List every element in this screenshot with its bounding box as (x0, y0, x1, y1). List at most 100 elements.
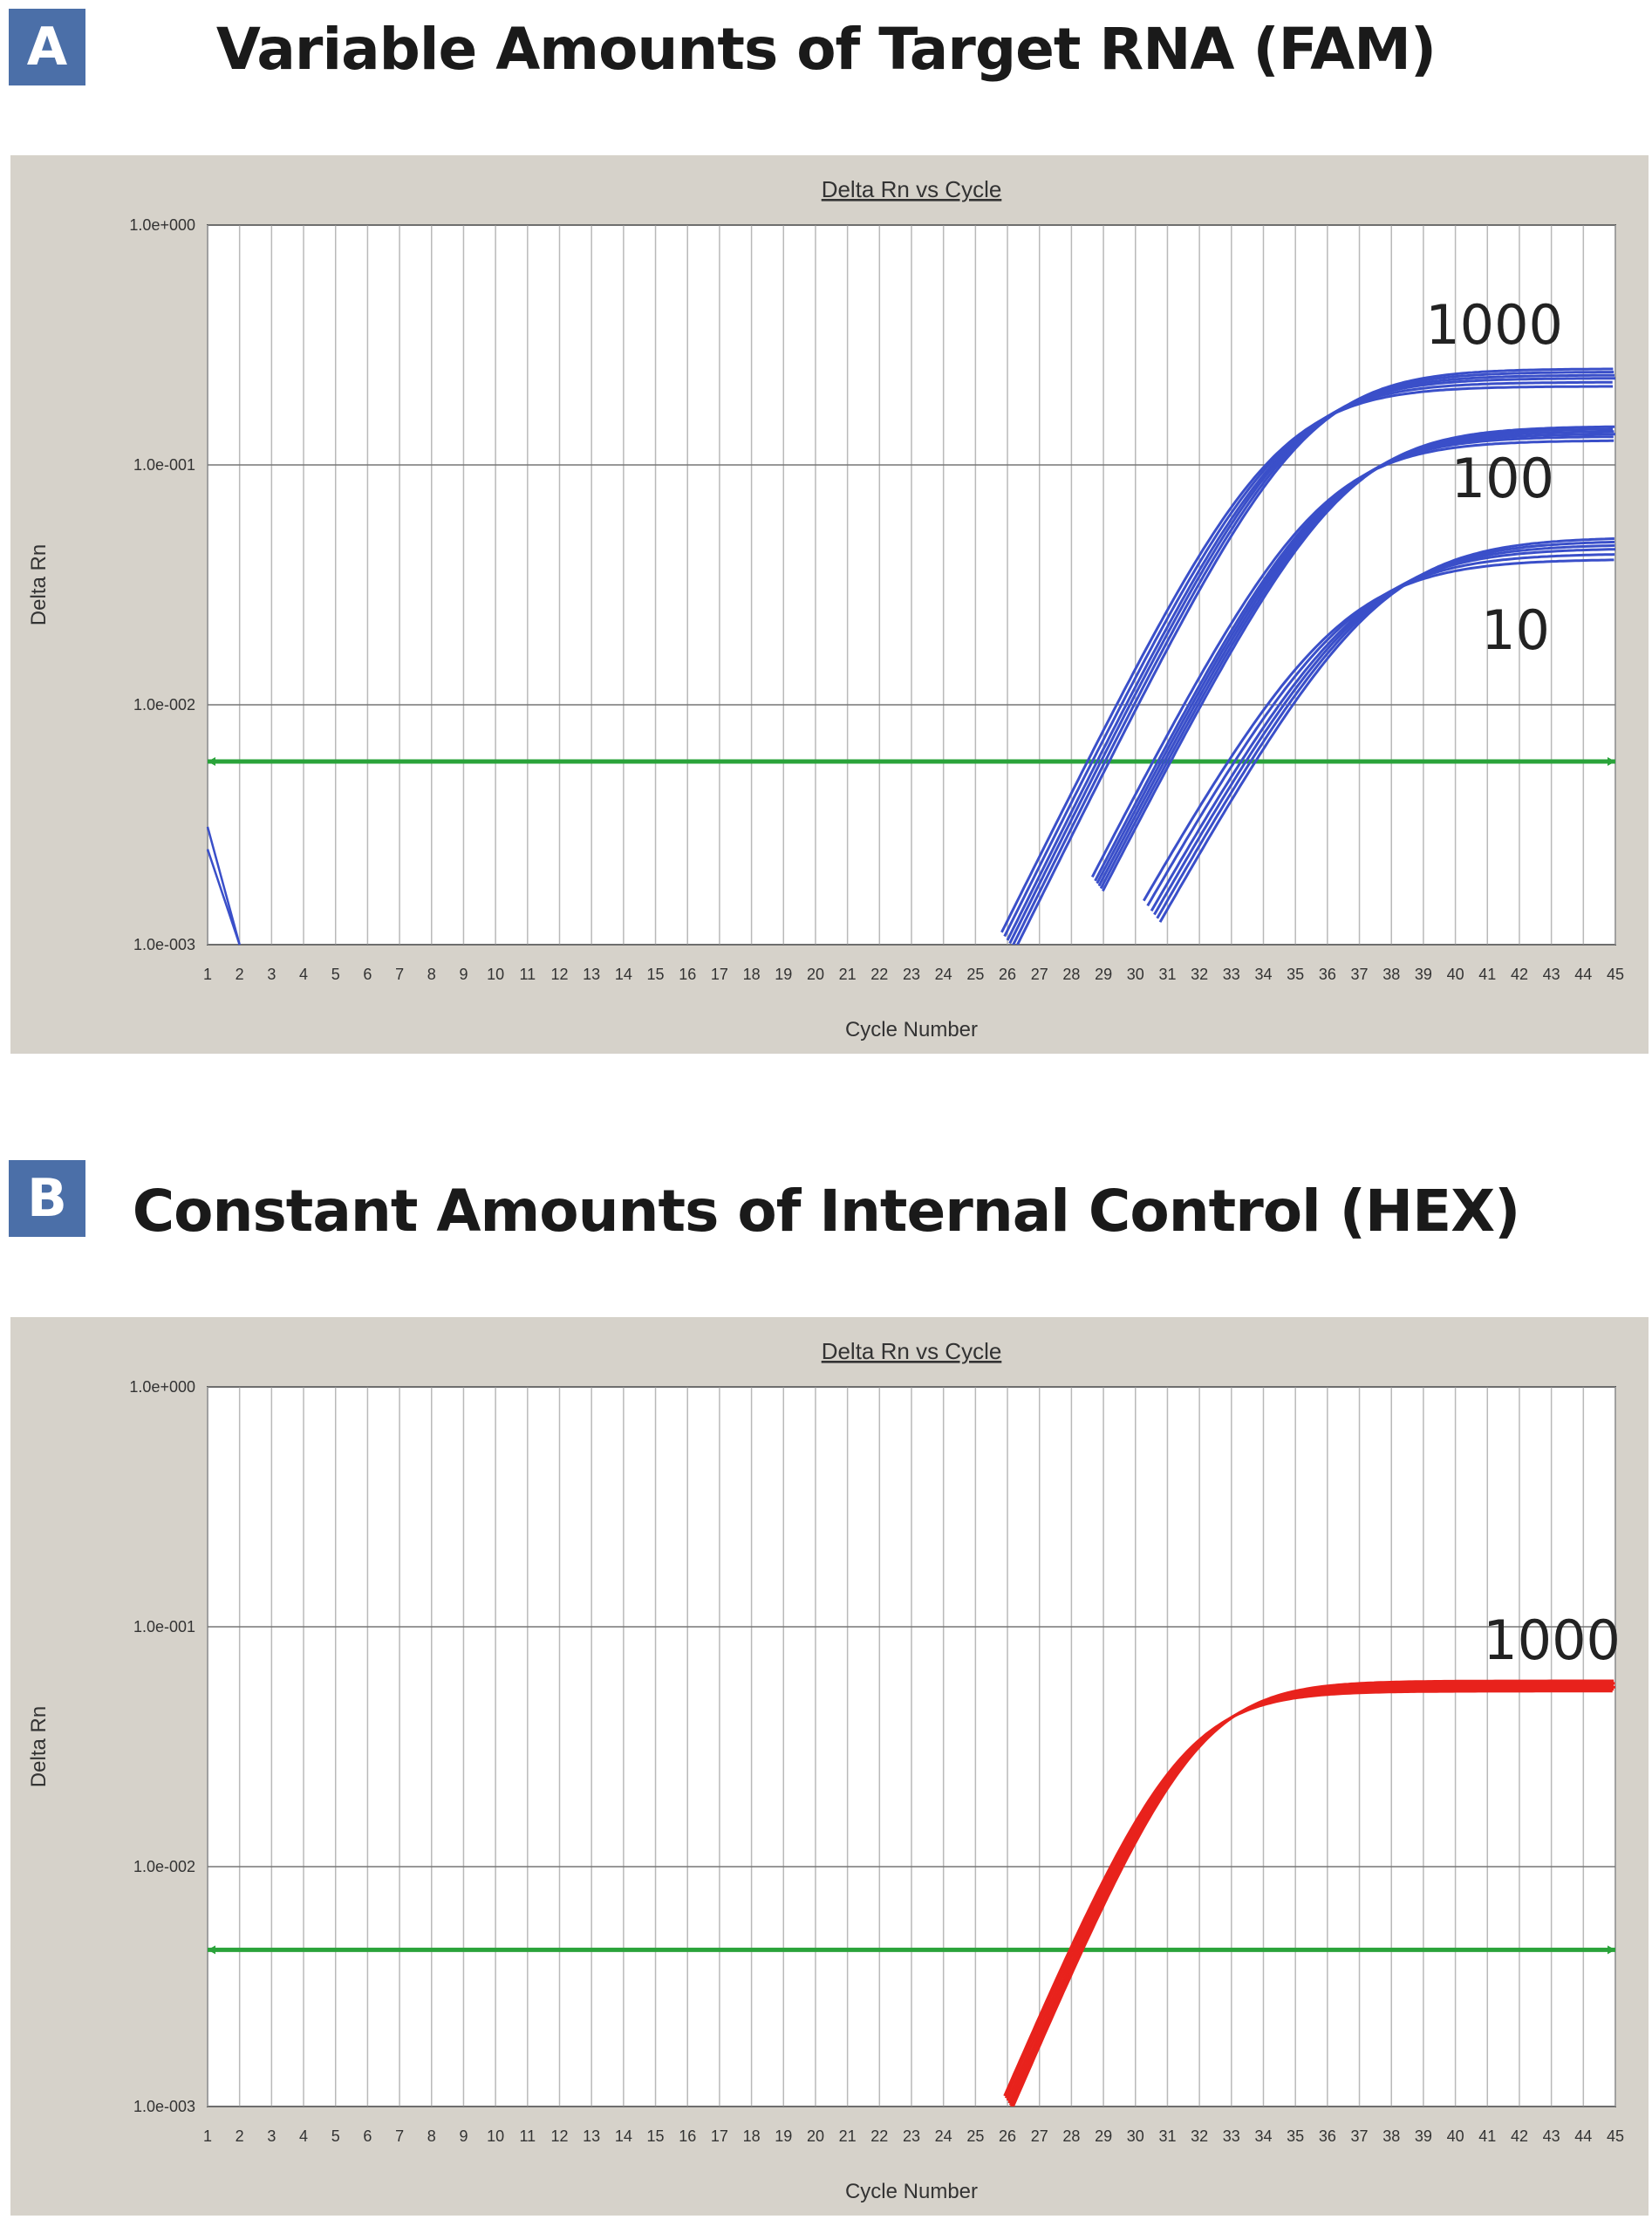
x-tick-label: 21 (839, 2127, 857, 2145)
x-tick-label: 44 (1574, 2127, 1592, 2145)
x-tick-label: 12 (550, 966, 568, 983)
x-tick-label: 9 (459, 2127, 468, 2145)
x-tick-label: 36 (1319, 2127, 1336, 2145)
curve-series-2 (1158, 537, 1614, 923)
x-tick-label: 22 (870, 966, 888, 983)
curve-series-0 (1003, 1690, 1613, 2097)
y-axis-title: Delta Rn (27, 544, 51, 625)
x-tick-label: 19 (775, 2127, 792, 2145)
x-tick-label: 42 (1511, 966, 1528, 983)
y-tick-label: 1.0e+000 (129, 216, 195, 234)
x-tick-label: 33 (1223, 2127, 1240, 2145)
x-tick-label: 39 (1415, 2127, 1432, 2145)
x-tick-label: 12 (550, 2127, 568, 2145)
series-annotation: 100 (1451, 447, 1554, 510)
x-tick-label: 43 (1543, 966, 1560, 983)
x-tick-label: 22 (870, 2127, 888, 2145)
curve-series-0 (1004, 1688, 1614, 2099)
plot-title: Delta Rn vs Cycle (822, 1338, 1002, 1364)
x-tick-label: 25 (966, 2127, 984, 2145)
x-tick-label: 13 (583, 2127, 600, 2145)
panel-a-title: Variable Amounts of Target RNA (FAM) (215, 16, 1437, 83)
x-tick-label: 6 (363, 966, 372, 983)
x-tick-label: 30 (1127, 966, 1144, 983)
x-tick-label: 24 (935, 966, 952, 983)
x-tick-label: 38 (1382, 2127, 1400, 2145)
x-tick-label: 44 (1574, 966, 1592, 983)
x-tick-label: 16 (679, 966, 696, 983)
y-tick-label: 1.0e+000 (129, 1378, 195, 1396)
x-tick-label: 43 (1543, 2127, 1560, 2145)
panel-a-badge: A (9, 9, 85, 85)
x-axis-title: Cycle Number (845, 2180, 978, 2203)
x-tick-label: 6 (363, 2127, 372, 2145)
x-tick-label: 5 (331, 966, 340, 983)
curve-series-1 (1102, 425, 1615, 892)
x-tick-label: 41 (1478, 966, 1496, 983)
x-tick-label: 38 (1382, 966, 1400, 983)
x-tick-label: 2 (236, 2127, 244, 2145)
x-tick-label: 36 (1319, 966, 1336, 983)
x-tick-label: 10 (487, 2127, 504, 2145)
x-tick-label: 13 (583, 966, 600, 983)
x-tick-label: 35 (1287, 2127, 1304, 2145)
x-tick-label: 4 (299, 966, 308, 983)
x-tick-label: 17 (711, 2127, 728, 2145)
x-tick-label: 29 (1095, 2127, 1112, 2145)
x-tick-label: 19 (775, 966, 792, 983)
threshold-marker-right (1608, 1945, 1615, 1955)
x-tick-label: 28 (1062, 966, 1080, 983)
x-tick-label: 23 (903, 966, 920, 983)
x-tick-label: 20 (807, 966, 824, 983)
chart-b-frame: 1.0e+000 1.0e-001 1.0e-002 1.0e-003 1 2 3 4 5 6 7 8… (10, 1317, 1649, 2216)
x-tick-label: 23 (903, 2127, 920, 2145)
y-tick-label: 1.0e-001 (133, 456, 195, 474)
early-noise-line (206, 826, 241, 946)
x-tick-label: 10 (487, 966, 504, 983)
threshold-marker-left (208, 1945, 215, 1955)
x-axis-title: Cycle Number (845, 1018, 978, 1041)
x-tick-label: 33 (1223, 966, 1240, 983)
x-tick-label: 2 (236, 966, 244, 983)
x-tick-label: 11 (519, 966, 536, 983)
panel-b-badge: B (9, 1160, 85, 1237)
x-tick-label: 24 (935, 2127, 952, 2145)
y-tick-label: 1.0e-002 (133, 696, 195, 714)
x-tick-label: 37 (1351, 2127, 1369, 2145)
x-tick-label: 16 (679, 2127, 696, 2145)
x-tick-label: 34 (1254, 2127, 1272, 2145)
x-tick-label: 27 (1031, 966, 1048, 983)
x-tick-label: 45 (1607, 2127, 1624, 2145)
x-tick-label: 14 (615, 2127, 632, 2145)
x-tick-label: 27 (1031, 2127, 1048, 2145)
x-tick-label: 31 (1158, 2127, 1176, 2145)
series-annotation: 1000 (1483, 1608, 1621, 1672)
x-tick-label: 40 (1447, 966, 1464, 983)
x-tick-label: 18 (743, 966, 761, 983)
x-tick-label: 40 (1447, 2127, 1464, 2145)
y-tick-label: 1.0e-003 (133, 936, 195, 953)
x-tick-label: 9 (459, 966, 468, 983)
x-tick-label: 25 (966, 966, 984, 983)
x-tick-label: 30 (1127, 2127, 1144, 2145)
x-tick-label: 8 (427, 966, 436, 983)
x-tick-label: 31 (1158, 966, 1176, 983)
x-tick-label: 5 (331, 2127, 340, 2145)
x-tick-label: 1 (203, 2127, 212, 2145)
x-tick-label: 15 (647, 2127, 665, 2145)
x-tick-label: 29 (1095, 966, 1112, 983)
y-tick-label: 1.0e-002 (133, 1858, 195, 1875)
threshold-marker-right (1608, 757, 1615, 767)
x-tick-label: 3 (267, 2127, 276, 2145)
x-tick-label: 4 (299, 2127, 308, 2145)
panel-b-title: Constant Amounts of Internal Control (HE… (132, 1178, 1521, 1245)
threshold-marker-left (208, 757, 215, 767)
y-tick-label: 1.0e-003 (133, 2098, 195, 2115)
curve-series-0 (1012, 371, 1614, 945)
x-tick-label: 14 (615, 966, 632, 983)
series-annotation: 1000 (1425, 293, 1563, 357)
x-tick-label: 42 (1511, 2127, 1528, 2145)
x-tick-label: 15 (647, 966, 665, 983)
